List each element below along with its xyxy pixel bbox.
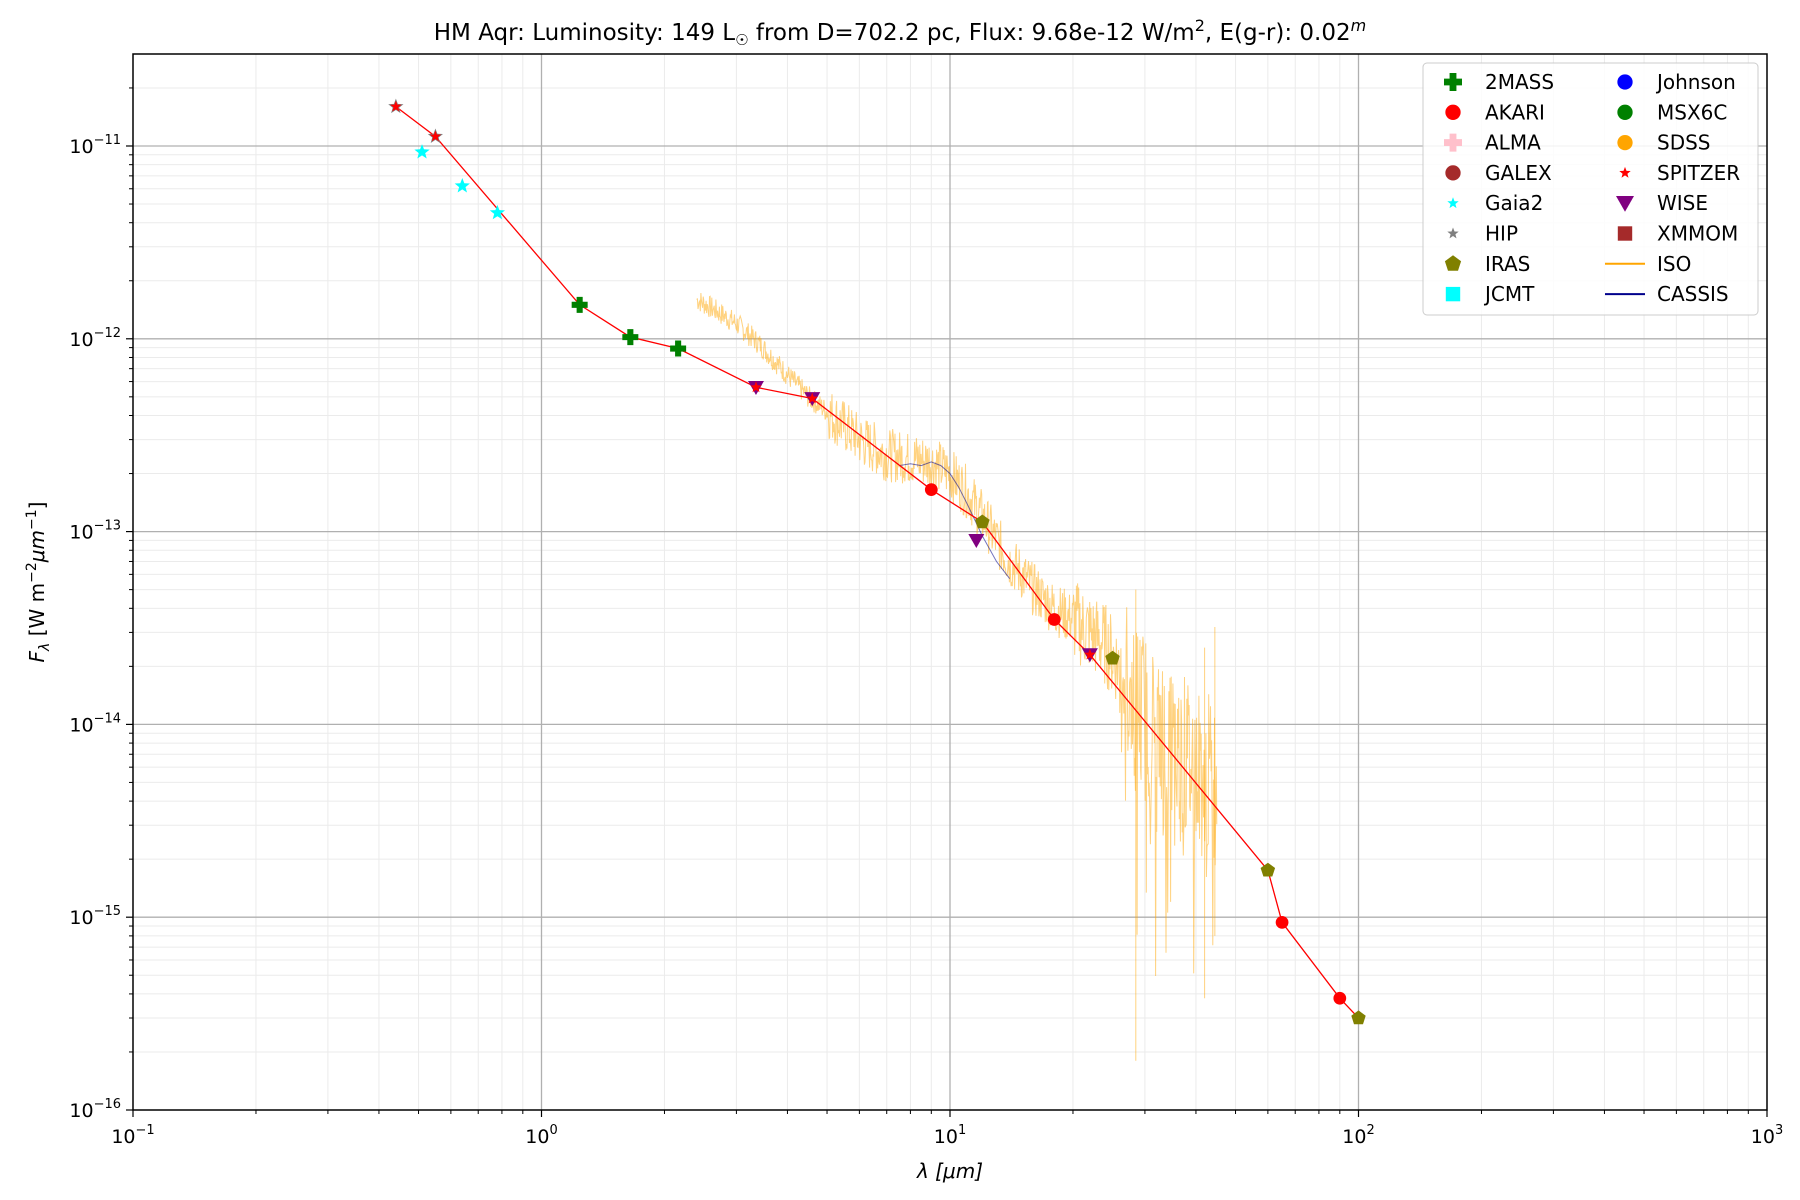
x-tick-label: 101 [934, 1123, 966, 1148]
legend-entry: SDSS [1617, 131, 1711, 155]
y-axis-label: Fλ [W m−2μm−1] [24, 502, 53, 663]
legend-label: HIP [1485, 222, 1518, 246]
x-tick-label: 10−1 [111, 1123, 154, 1148]
iras-point [1105, 650, 1120, 665]
2mass-point [571, 296, 588, 313]
legend-entry: GALEX [1445, 161, 1552, 185]
wise-point [968, 534, 985, 549]
legend-entry: WISE [1616, 191, 1708, 215]
legend-label: XMMOM [1657, 222, 1738, 246]
legend-label: IRAS [1485, 252, 1530, 276]
spectra-layer [696, 292, 1218, 1061]
legend-entry: JCMT [1445, 282, 1535, 306]
2mass-point [670, 340, 687, 357]
minor-gridlines [133, 54, 1767, 1110]
legend-label: SPITZER [1657, 161, 1740, 185]
sed-line [395, 106, 1359, 1019]
spitzer-point [1084, 648, 1096, 660]
y-tick-label: 10−11 [69, 133, 121, 158]
legend-entry: XMMOM [1617, 222, 1738, 246]
legend-entry: 2MASS [1444, 70, 1554, 94]
iras-point [1260, 862, 1276, 877]
legend-label: ISO [1657, 252, 1691, 276]
legend-entry: MSX6C [1617, 100, 1727, 124]
x-axis-ticks: 10−1 100 101 102 103 [111, 1110, 1783, 1148]
legend-box [1422, 62, 1759, 316]
sed-line-layer [395, 106, 1359, 1019]
legend-marker [1447, 227, 1459, 239]
legend-entry: IRAS [1444, 252, 1530, 276]
gaia2-point [454, 178, 470, 193]
legend-label: AKARI [1485, 100, 1545, 124]
chart-title: HM Aqr: Luminosity: 149 L☉ from D=702.2 … [434, 16, 1366, 49]
gaia2-point [414, 144, 430, 159]
legend-marker [1445, 165, 1461, 181]
iso-spectrum [696, 292, 1218, 977]
y-tick-label: 10−16 [69, 1097, 121, 1122]
x-tick-label: 100 [525, 1123, 557, 1148]
legend-label: WISE [1657, 191, 1708, 215]
legend-entry: AKARI [1445, 100, 1545, 124]
legend-marker [1619, 166, 1631, 178]
akari-point [1275, 916, 1289, 929]
y-tick-label: 10−12 [69, 326, 121, 351]
akari-point [924, 483, 938, 497]
photometry-layer [388, 98, 1366, 1025]
x-tick-label: 102 [1342, 1123, 1374, 1148]
legend-marker [1617, 226, 1633, 241]
spitzer-point [429, 130, 442, 142]
legend-entry: ALMA [1444, 131, 1541, 155]
akari-point [1047, 613, 1061, 626]
y-tick-label: 10−15 [69, 904, 121, 929]
iras-point [1351, 1010, 1366, 1025]
legend-label: CASSIS [1657, 282, 1729, 306]
legend-entry: Gaia2 [1447, 191, 1543, 215]
spitzer-point [750, 381, 762, 393]
legend-label: MSX6C [1657, 100, 1727, 124]
iras-point [975, 514, 990, 529]
x-tick-label: 103 [1751, 1123, 1783, 1148]
legend-marker [1444, 133, 1462, 152]
cassis-spectrum [898, 461, 1011, 580]
legend-marker [1447, 197, 1459, 209]
legend-label: SDSS [1657, 131, 1711, 155]
legend-marker [1445, 286, 1461, 302]
legend-label: ALMA [1485, 131, 1541, 155]
legend-entry: CASSIS [1605, 282, 1729, 306]
2mass-point [622, 329, 639, 346]
y-tick-label: 10−13 [69, 519, 121, 544]
legend-marker [1617, 134, 1633, 151]
legend-label: GALEX [1485, 161, 1552, 185]
legend-label: 2MASS [1485, 70, 1554, 94]
legend-label: JCMT [1483, 282, 1535, 306]
legend-label: Johnson [1655, 70, 1736, 94]
legend-marker [1444, 73, 1462, 91]
legend-marker [1444, 255, 1462, 271]
legend: 2MASS AKARI ALMA GALEX Gaia2 HIP IRAS JCMT Johns… [1422, 62, 1759, 316]
spitzer-point [806, 392, 818, 404]
gaia2-point [489, 204, 505, 220]
y-tick-label: 10−14 [69, 711, 121, 736]
legend-marker [1616, 196, 1634, 212]
akari-point [1333, 991, 1347, 1005]
spitzer-point [390, 100, 402, 112]
legend-marker [1617, 104, 1633, 120]
legend-entry: Johnson [1617, 70, 1736, 94]
legend-entry: SPITZER [1619, 161, 1740, 185]
x-axis-label: λ [μm] [916, 1159, 983, 1183]
y-axis-ticks: 10−11 10−12 10−13 10−14 10−15 10−16 [69, 87, 133, 1122]
legend-entry: ISO [1605, 252, 1691, 276]
legend-marker [1617, 74, 1633, 90]
legend-marker [1445, 104, 1461, 120]
legend-label: Gaia2 [1485, 191, 1543, 215]
legend-entry: HIP [1447, 222, 1518, 246]
